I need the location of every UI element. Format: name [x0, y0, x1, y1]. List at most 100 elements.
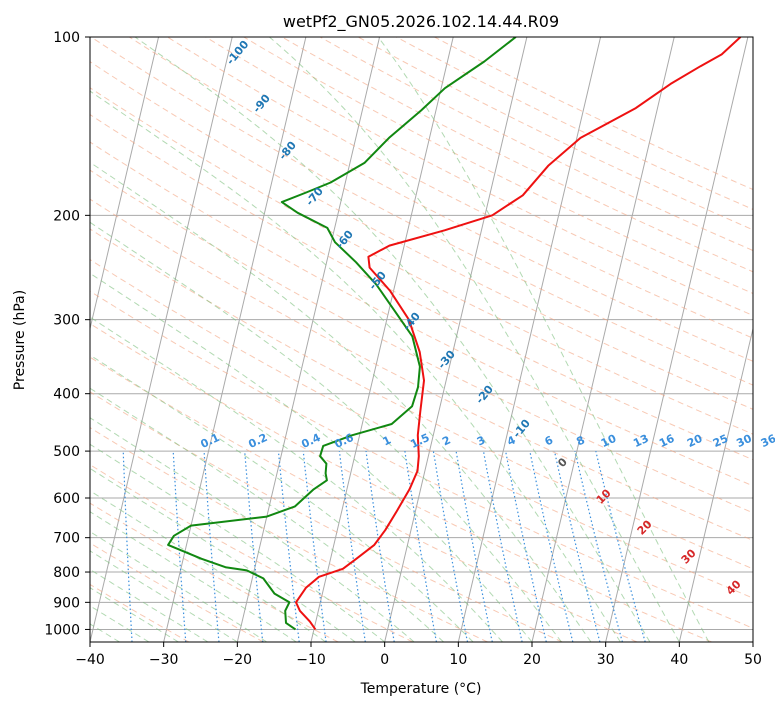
dry-adiabat-line: [0, 24, 775, 642]
mixing-ratio-label: 0.2: [246, 431, 269, 451]
x-tick-label: −30: [149, 652, 179, 668]
mixing-ratio-label: 20: [685, 432, 705, 450]
x-tick-label: 20: [523, 652, 541, 668]
dry-adiabat-line: [0, 24, 775, 642]
dry-adiabat-label: -50: [366, 269, 389, 293]
isotherm-line: [90, 37, 232, 642]
moist-adiabat-line: [0, 57, 237, 642]
mixing-ratio-label: 30: [734, 432, 754, 450]
dry-adiabat-line: [0, 24, 264, 642]
x-tick-label: −40: [75, 652, 105, 668]
x-tick-label: 40: [670, 652, 688, 668]
y-tick-label: 200: [53, 208, 80, 224]
dewpoint-profile-line: [168, 37, 516, 629]
y-tick-label: 400: [53, 387, 80, 403]
moist-adiabat-line: [0, 37, 385, 642]
mixing-ratio-label: 3: [475, 433, 487, 448]
plot-frame: [90, 37, 753, 642]
dry-adiabat-line: [335, 24, 775, 642]
isotherm-line: [532, 37, 674, 642]
isotherm-line: [16, 37, 158, 642]
moist-adiabat-label: 20: [635, 517, 655, 537]
dry-adiabat-line: [0, 24, 637, 642]
moist-adiabat-line: [0, 75, 208, 642]
x-axis-label: Temperature (°C): [360, 681, 482, 697]
y-tick-label: 500: [53, 444, 80, 460]
x-tick-label: 0: [380, 652, 389, 668]
isotherm-line: [753, 37, 775, 642]
dry-adiabat-line: [0, 24, 775, 642]
chart-title: wetPf2_GN05.2026.102.14.44.R09: [283, 12, 559, 32]
x-tick-label: 50: [744, 652, 762, 668]
moist-adiabat-line: [0, 37, 562, 642]
moist-adiabat-line: [0, 37, 326, 642]
dry-adiabat-label: -100: [224, 38, 252, 68]
moist-adiabat-line: [135, 37, 650, 642]
dry-adiabat-line: [109, 24, 775, 642]
mixing-ratio-line: [204, 451, 219, 642]
isotherm-line: [606, 37, 748, 642]
y-tick-label: 600: [53, 491, 80, 507]
dry-adiabat-line: [0, 24, 189, 642]
mixing-ratio-label: 0.1: [198, 431, 221, 451]
mixing-ratio-label: 0.4: [299, 431, 322, 451]
mixing-ratio-label: 10: [599, 432, 619, 450]
mixing-ratio-label: 0.6: [333, 431, 356, 451]
mixing-ratio-line: [596, 451, 645, 642]
dry-adiabat-line: [0, 24, 562, 642]
mixing-ratio-line: [339, 451, 365, 642]
dry-adiabat-line: [147, 24, 775, 642]
dry-adiabat-line: [259, 24, 775, 642]
y-axis-label: Pressure (hPa): [12, 290, 28, 390]
mixing-ratio-label: 6: [543, 433, 556, 448]
mixing-ratio-label: 1.5: [408, 431, 431, 451]
dry-adiabat-line: [0, 24, 775, 642]
isotherm-line: [0, 37, 11, 642]
moist-adiabat-label: 10: [594, 486, 614, 506]
mixing-ratio-line: [575, 451, 622, 642]
moist-adiabat-line: [0, 37, 503, 642]
dry-adiabat-line: [0, 24, 775, 642]
y-tick-label: 1000: [44, 622, 80, 638]
background-lines: [0, 24, 775, 642]
mixing-ratio-line: [506, 451, 547, 642]
x-tick-label: 10: [449, 652, 467, 668]
mixing-ratio-label: 36: [759, 432, 775, 450]
y-tick-label: 300: [53, 313, 80, 329]
isotherm-line: [385, 37, 527, 642]
moist-adiabat-label: 40: [724, 577, 744, 597]
mixing-ratio-label: 8: [574, 433, 586, 448]
moist-adiabat-line: [0, 37, 414, 642]
y-tick-label: 800: [53, 565, 80, 581]
y-tick-label: 900: [53, 595, 80, 611]
mixing-ratio-line: [530, 451, 573, 642]
moist-adiabat-line: [0, 37, 355, 642]
dry-adiabat-line: [0, 24, 775, 642]
dry-adiabat-line: [0, 24, 775, 642]
y-tick-label: 700: [53, 531, 80, 547]
x-tick-label: 30: [597, 652, 615, 668]
moist-adiabat-label: 30: [679, 546, 699, 566]
profiles: [168, 37, 740, 629]
mixing-ratio-line: [405, 451, 437, 642]
mixing-ratio-line: [433, 451, 467, 642]
x-tick-label: −10: [296, 652, 326, 668]
mixing-ratio-line: [303, 451, 326, 642]
dry-adiabat-line: [34, 24, 775, 642]
dry-adiabat-label: -80: [276, 139, 299, 163]
mixing-ratio-label: 25: [711, 432, 730, 450]
mixing-ratio-label: 2: [440, 433, 452, 448]
dry-adiabat-line: [0, 24, 775, 642]
dry-adiabat-line: [410, 24, 775, 642]
isotherm-line: [458, 37, 600, 642]
moist-adiabat-line: [0, 37, 296, 642]
dry-adiabat-label: -70: [303, 185, 326, 209]
moist-adiabat-line: [0, 37, 532, 642]
moist-adiabat-label: 0: [555, 455, 570, 470]
dry-adiabat-label: -90: [250, 92, 273, 116]
dry-adiabat-label: -60: [333, 228, 356, 252]
dry-adiabat-label: -20: [473, 383, 496, 407]
x-tick-label: −20: [223, 652, 253, 668]
